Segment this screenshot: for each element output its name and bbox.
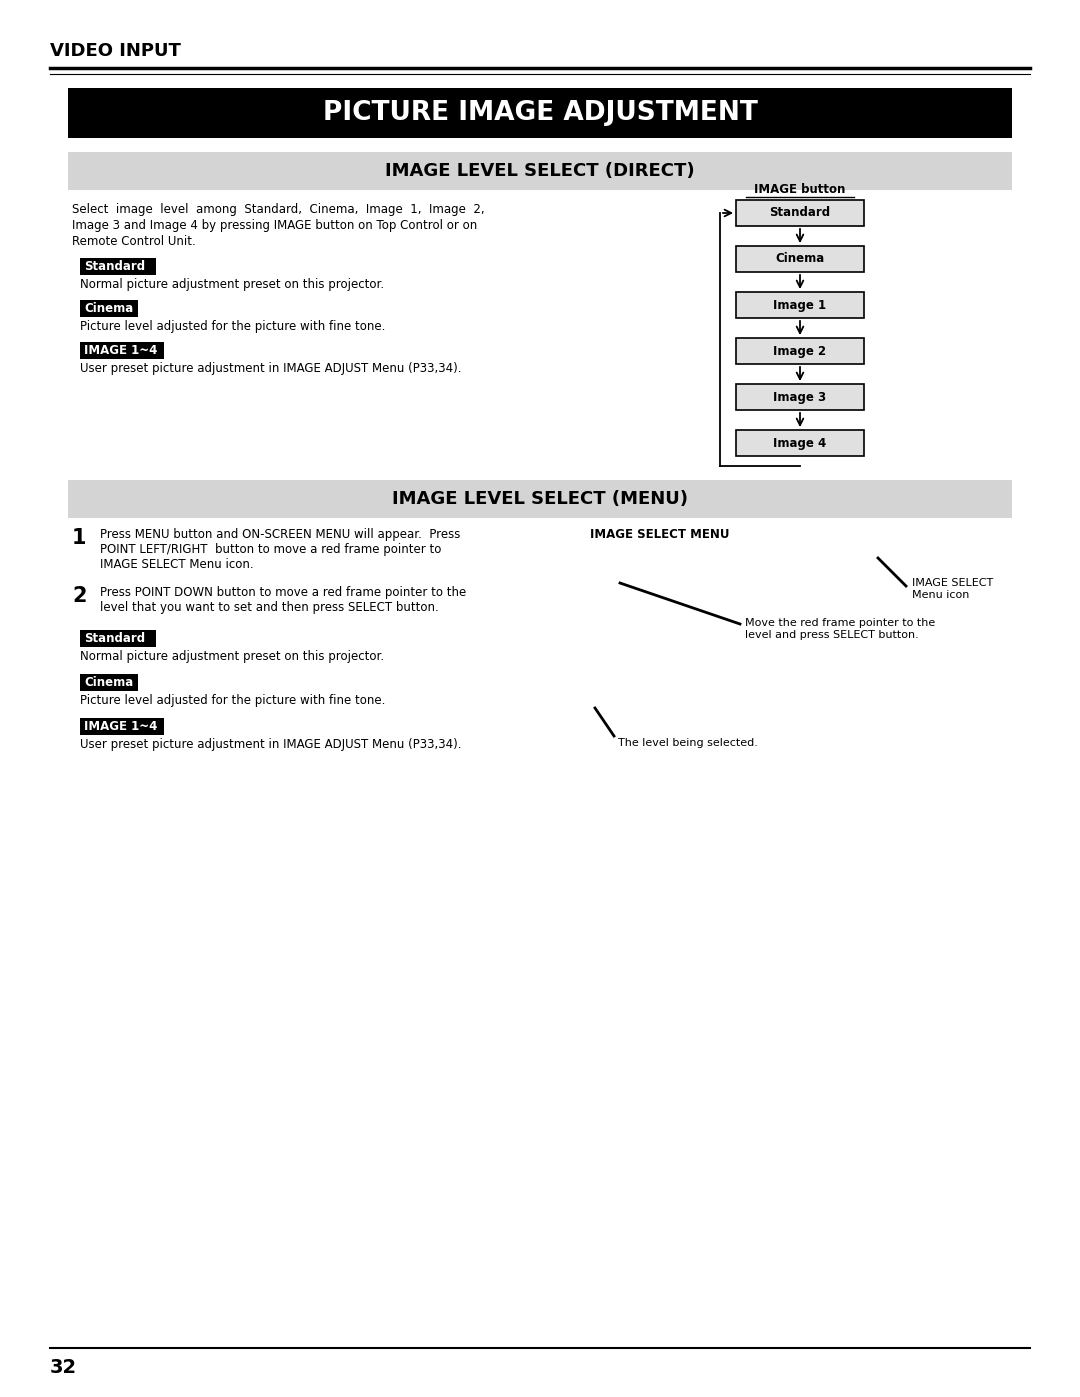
Text: Cinema: Cinema bbox=[84, 676, 133, 689]
Text: User preset picture adjustment in IMAGE ADJUST Menu (P33,34).: User preset picture adjustment in IMAGE … bbox=[80, 362, 461, 374]
Text: IMAGE SELECT MENU: IMAGE SELECT MENU bbox=[590, 528, 729, 541]
FancyBboxPatch shape bbox=[80, 300, 138, 317]
Text: IMAGE LEVEL SELECT (DIRECT): IMAGE LEVEL SELECT (DIRECT) bbox=[386, 162, 694, 180]
Text: POINT LEFT/RIGHT  button to move a red frame pointer to: POINT LEFT/RIGHT button to move a red fr… bbox=[100, 543, 442, 556]
Text: Standard: Standard bbox=[769, 207, 831, 219]
Text: Remote Control Unit.: Remote Control Unit. bbox=[72, 235, 195, 249]
Text: 2: 2 bbox=[72, 585, 86, 606]
FancyBboxPatch shape bbox=[68, 481, 1012, 518]
FancyBboxPatch shape bbox=[735, 292, 864, 319]
Text: Normal picture adjustment preset on this projector.: Normal picture adjustment preset on this… bbox=[80, 278, 384, 291]
Text: IMAGE button: IMAGE button bbox=[754, 183, 846, 196]
Text: Picture level adjusted for the picture with fine tone.: Picture level adjusted for the picture w… bbox=[80, 320, 386, 332]
FancyBboxPatch shape bbox=[735, 384, 864, 409]
Text: Image 1: Image 1 bbox=[773, 299, 826, 312]
Text: Normal picture adjustment preset on this projector.: Normal picture adjustment preset on this… bbox=[80, 650, 384, 664]
Text: Image 2: Image 2 bbox=[773, 345, 826, 358]
Text: level and press SELECT button.: level and press SELECT button. bbox=[745, 630, 919, 640]
FancyBboxPatch shape bbox=[80, 342, 164, 359]
FancyBboxPatch shape bbox=[80, 258, 156, 275]
Text: Image 4: Image 4 bbox=[773, 436, 826, 450]
Text: Cinema: Cinema bbox=[775, 253, 825, 265]
Text: Menu icon: Menu icon bbox=[912, 590, 970, 599]
Text: Standard: Standard bbox=[84, 631, 145, 645]
FancyBboxPatch shape bbox=[80, 630, 156, 647]
FancyBboxPatch shape bbox=[80, 718, 164, 735]
FancyBboxPatch shape bbox=[80, 673, 138, 692]
FancyBboxPatch shape bbox=[735, 338, 864, 365]
Text: Cinema: Cinema bbox=[84, 302, 133, 314]
Text: IMAGE LEVEL SELECT (MENU): IMAGE LEVEL SELECT (MENU) bbox=[392, 490, 688, 509]
Text: Standard: Standard bbox=[84, 260, 145, 272]
Text: Picture level adjusted for the picture with fine tone.: Picture level adjusted for the picture w… bbox=[80, 694, 386, 707]
Text: The level being selected.: The level being selected. bbox=[618, 738, 758, 747]
Text: Select  image  level  among  Standard,  Cinema,  Image  1,  Image  2,: Select image level among Standard, Cinem… bbox=[72, 203, 485, 217]
FancyBboxPatch shape bbox=[68, 152, 1012, 190]
Text: Press MENU button and ON-SCREEN MENU will appear.  Press: Press MENU button and ON-SCREEN MENU wil… bbox=[100, 528, 460, 541]
Text: 32: 32 bbox=[50, 1358, 77, 1377]
Text: PICTURE IMAGE ADJUSTMENT: PICTURE IMAGE ADJUSTMENT bbox=[323, 101, 757, 126]
FancyBboxPatch shape bbox=[735, 246, 864, 272]
Text: VIDEO INPUT: VIDEO INPUT bbox=[50, 42, 180, 60]
FancyBboxPatch shape bbox=[735, 200, 864, 226]
FancyBboxPatch shape bbox=[68, 88, 1012, 138]
Text: User preset picture adjustment in IMAGE ADJUST Menu (P33,34).: User preset picture adjustment in IMAGE … bbox=[80, 738, 461, 752]
Text: level that you want to set and then press SELECT button.: level that you want to set and then pres… bbox=[100, 601, 438, 615]
Text: Image 3 and Image 4 by pressing IMAGE button on Top Control or on: Image 3 and Image 4 by pressing IMAGE bu… bbox=[72, 219, 477, 232]
Text: IMAGE 1~4: IMAGE 1~4 bbox=[84, 719, 158, 733]
Text: 1: 1 bbox=[72, 528, 86, 548]
Text: IMAGE SELECT Menu icon.: IMAGE SELECT Menu icon. bbox=[100, 557, 254, 571]
Text: IMAGE SELECT: IMAGE SELECT bbox=[912, 578, 994, 588]
Text: Image 3: Image 3 bbox=[773, 391, 826, 404]
FancyBboxPatch shape bbox=[735, 430, 864, 455]
Text: Press POINT DOWN button to move a red frame pointer to the: Press POINT DOWN button to move a red fr… bbox=[100, 585, 467, 599]
Text: IMAGE 1~4: IMAGE 1~4 bbox=[84, 344, 158, 358]
Text: Move the red frame pointer to the: Move the red frame pointer to the bbox=[745, 617, 935, 629]
